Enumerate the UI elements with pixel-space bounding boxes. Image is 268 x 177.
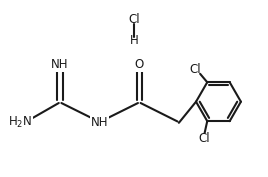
Text: H$_2$N: H$_2$N (8, 115, 33, 130)
Text: Cl: Cl (189, 62, 201, 76)
Text: NH: NH (51, 58, 69, 71)
Text: H: H (130, 35, 138, 47)
Text: Cl: Cl (199, 132, 210, 145)
Text: Cl: Cl (128, 13, 140, 26)
Text: NH: NH (91, 116, 109, 129)
Text: O: O (135, 58, 144, 71)
